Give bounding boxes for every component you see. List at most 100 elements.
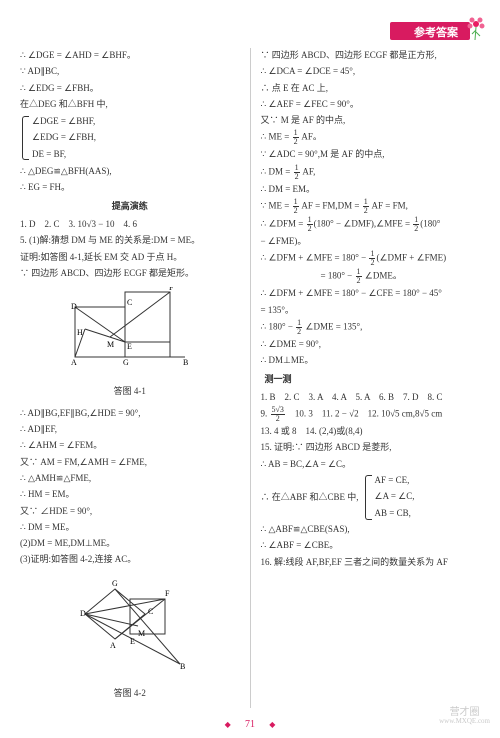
figure-caption: 答图 4-2 xyxy=(20,686,240,701)
math-line: ∴ △AMH≌△FME, xyxy=(20,471,240,486)
text-span: AF = FM, xyxy=(370,201,408,211)
fig1-label-F: F xyxy=(169,287,174,292)
watermark-line: www.MXQE.com xyxy=(439,718,490,726)
fig1-label-M: M xyxy=(107,340,114,349)
math-line: ∴ DM = ME。 xyxy=(20,520,240,535)
math-line: ∴ ME = 12 AF。 xyxy=(261,129,481,146)
brace-line: ∠A = ∠C, xyxy=(375,489,415,504)
brace-line: AF = CE, xyxy=(375,473,415,488)
math-line: ∴ △DEG≌△BFH(AAS), xyxy=(20,164,240,179)
brace-line: ∠DGE = ∠BHF, xyxy=(32,114,240,129)
math-line: ∵ 四边形 ABCD、四边形 ECGF 都是矩形。 xyxy=(20,266,240,281)
math-line: ∴ ∠DFM = 12(180° − ∠DMF),∠MFE = 12(180° xyxy=(261,216,481,233)
math-line: ∴ ∠AHM = ∠FEM。 xyxy=(20,438,240,453)
fraction: 12 xyxy=(356,268,362,285)
figure-4-2: D G C A F E B M 答图 4-2 xyxy=(20,574,240,702)
figure-4-1: D C A G B F E H M 答图 4-1 xyxy=(20,287,240,400)
fraction: 12 xyxy=(307,216,313,233)
fig2-label-G: G xyxy=(112,579,118,588)
math-line: (2)DM = ME,DM⊥ME。 xyxy=(20,536,240,551)
answer-line: 1. D 2. C 3. 10√3 − 10 4. 6 xyxy=(20,217,240,232)
math-line: 又∵ M 是 AF 的中点, xyxy=(261,113,481,128)
page-number-wrap: ◆ 71 ◆ xyxy=(0,719,500,730)
fig1-label-H: H xyxy=(77,328,83,337)
math-line: ∵ ∠ADC = 90°,M 是 AF 的中点, xyxy=(261,147,481,162)
figure-caption: 答图 4-1 xyxy=(20,384,240,399)
text-span: AF = FM,DM = xyxy=(300,201,362,211)
answer-line: 9. 5√32 10. 3 11. 2 − √2 12. 10√5 cm,8√5… xyxy=(261,406,481,423)
math-line: 在△DEG 和△BFH 中, xyxy=(20,97,240,112)
math-line: ∴ 点 E 在 AC 上, xyxy=(261,81,481,96)
math-line: ∴ HM = EM。 xyxy=(20,487,240,502)
fraction: 12 xyxy=(296,319,302,336)
math-line: 又∵ ∠HDE = 90°, xyxy=(20,504,240,519)
text-span: = 180° − xyxy=(321,271,355,281)
text-span: (180° − ∠DMF),∠MFE = xyxy=(314,219,413,229)
answer-line: 1. B 2. C 3. A 4. A 5. A 6. B 7. D 8. C xyxy=(261,390,481,405)
flower-icon xyxy=(460,12,492,44)
math-line: 又∵ AM = FM,∠AMH = ∠FME, xyxy=(20,455,240,470)
math-line: ∵ AD∥BC, xyxy=(20,64,240,79)
left-top-block: ∴ ∠DGE = ∠AHD = ∠BHF。 ∵ AD∥BC, ∴ ∠EDG = … xyxy=(20,48,240,112)
math-line: ∴ ∠DCA = ∠DCE = 45°, xyxy=(261,64,481,79)
math-line: ∴ AD∥BG,EF∥BG,∠HDE = 90°, xyxy=(20,406,240,421)
fig2-label-A: A xyxy=(110,641,116,650)
math-line: ∴ DM = 12 AF, xyxy=(261,164,481,181)
text-span: ∴ DM = xyxy=(261,166,293,176)
fraction: 12 xyxy=(294,164,300,181)
text-span: (180° xyxy=(420,219,440,229)
fraction: 12 xyxy=(293,129,299,146)
brace-line: ∠EDG = ∠FBH, xyxy=(32,130,240,145)
math-line: ∴ AB = BC,∠A = ∠C。 xyxy=(261,457,481,472)
fig1-label-A: A xyxy=(71,358,77,367)
math-line: ∴ AD∥EF, xyxy=(20,422,240,437)
math-line: 15. 证明:∵ 四边形 ABCD 是菱形, xyxy=(261,440,481,455)
math-line: ∴ ∠DFM + ∠MFE = 180° − 12(∠DMF + ∠FME) xyxy=(261,250,481,267)
math-line: = 135°。 xyxy=(261,303,481,318)
math-line: ∴ ∠AEF = ∠FEC = 90°。 xyxy=(261,97,481,112)
math-line: ∴ ∠ABF = ∠CBE。 xyxy=(261,538,481,553)
math-line: − ∠FME)。 xyxy=(261,234,481,249)
math-line: ∵ 四边形 ABCD、四边形 ECGF 都是正方形, xyxy=(261,48,481,63)
section-heading-tigao: 提高演练 xyxy=(20,199,240,214)
fig1-label-D: D xyxy=(71,302,77,311)
page-number: 71 xyxy=(233,719,267,730)
math-line: ∴ ∠DME = 90°, xyxy=(261,337,481,352)
math-line: 16. 解:线段 AF,BF,EF 三者之间的数量关系为 AF xyxy=(261,555,481,570)
section-heading-ceyice: 测一测 xyxy=(265,372,481,387)
column-divider xyxy=(250,48,251,708)
math-line: 5. (1)解:猜想 DM 与 ME 的关系是:DM = ME。 xyxy=(20,233,240,248)
header-banner: 参考答案 xyxy=(360,10,500,40)
math-line: ∴ ∠DGE = ∠AHD = ∠BHF。 xyxy=(20,48,240,63)
left-column: ∴ ∠DGE = ∠AHD = ∠BHF。 ∵ AD∥BC, ∴ ∠EDG = … xyxy=(20,48,240,708)
math-line: ∴ DM⊥ME。 xyxy=(261,353,481,368)
math-line: ∴ EG = FH。 xyxy=(20,180,240,195)
content-area: ∴ ∠DGE = ∠AHD = ∠BHF。 ∵ AD∥BC, ∴ ∠EDG = … xyxy=(20,48,480,708)
math-line: (3)证明:如答图 4-2,连接 AC。 xyxy=(20,552,240,567)
brace-row: ∴ 在△ABF 和△CBE 中, AF = CE, ∠A = ∠C, AB = … xyxy=(261,473,481,522)
fig2-label-C: C xyxy=(148,607,153,616)
brace-line: AB = CB, xyxy=(375,506,415,521)
fig2-label-F: F xyxy=(165,589,170,598)
fig1-label-E: E xyxy=(127,342,132,351)
text-span: ∴ ∠DFM = xyxy=(261,219,306,229)
fig1-label-B: B xyxy=(183,358,188,367)
text-span: ∴ 180° − xyxy=(261,322,296,332)
text-span: ∴ ∠DFM + ∠MFE = 180° − xyxy=(261,253,369,263)
text-span: ∵ ME = xyxy=(261,201,292,211)
text-span: 10. 3 11. 2 − √2 12. 10√5 cm,8√5 cm xyxy=(286,409,442,419)
text-span: AF。 xyxy=(300,132,322,142)
text-span: 9. xyxy=(261,409,270,419)
fraction: 12 xyxy=(363,198,369,215)
answer-line: 13. 4 或 8 14. (2,4)或(8,4) xyxy=(261,424,481,439)
math-line: ∵ ME = 12 AF = FM,DM = 12 AF = FM, xyxy=(261,198,481,215)
math-line: ∴ △ABF≌△CBE(SAS), xyxy=(261,522,481,537)
fig1-label-G: G xyxy=(123,358,129,367)
text-span: ∠DME。 xyxy=(363,271,402,281)
math-line: ∴ ∠EDG = ∠FBH。 xyxy=(20,81,240,96)
math-line: = 180° − 12 ∠DME。 xyxy=(261,268,481,285)
text-span: AF, xyxy=(301,166,316,176)
equation-brace-block: ∠DGE = ∠BHF, ∠EDG = ∠FBH, DE = BF, xyxy=(20,114,240,162)
brace-line: DE = BF, xyxy=(32,147,240,162)
fig2-label-E: E xyxy=(130,637,135,646)
